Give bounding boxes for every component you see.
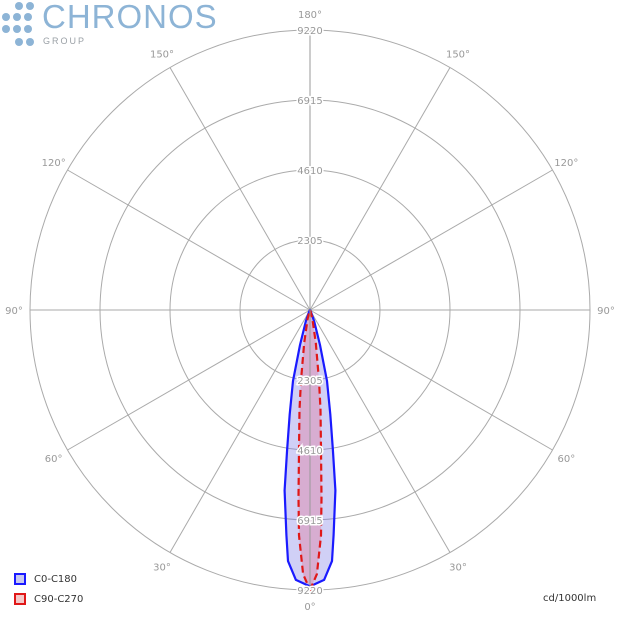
radial-tick-label: 2305 <box>297 236 322 247</box>
angle-tick-label: 120° <box>554 158 578 169</box>
radial-tick-label: 4610 <box>297 446 322 457</box>
angle-tick-label: 0° <box>304 602 315 613</box>
logo-dots-icon <box>2 2 34 46</box>
radial-tick-label: 6915 <box>297 96 322 107</box>
legend-label-c0: C0-C180 <box>34 573 78 585</box>
units-label: cd/1000lm <box>543 593 597 604</box>
radial-tick-label: 4610 <box>297 166 322 177</box>
legend: C0-C180 C90-C270 <box>14 569 83 609</box>
angle-tick-label: 60° <box>45 454 63 465</box>
legend-label-c90: C90-C270 <box>34 593 84 605</box>
angle-tick-label: 30° <box>153 562 171 573</box>
legend-swatch-c0 <box>14 573 26 585</box>
radial-tick-label: 6915 <box>297 516 322 527</box>
angle-tick-label: 90° <box>597 306 615 317</box>
angle-tick-label: 90° <box>5 306 23 317</box>
chronos-logo: CHRONOS GROUP <box>0 0 260 50</box>
radial-tick-label: 9220 <box>297 586 322 597</box>
logo-sub: GROUP <box>43 36 87 46</box>
legend-swatch-c90 <box>14 593 26 605</box>
legend-item-c90: C90-C270 <box>14 589 83 609</box>
radial-tick-label: 9220 <box>297 26 322 37</box>
logo-name: CHRONOS <box>42 0 218 35</box>
angle-tick-label: 60° <box>557 454 575 465</box>
series-line-1 <box>297 308 323 592</box>
angle-tick-label: 120° <box>42 158 66 169</box>
angle-tick-label: 150° <box>150 50 174 61</box>
angle-tick-label: 150° <box>446 50 470 61</box>
radial-tick-label: 2305 <box>297 376 322 387</box>
legend-item-c0: C0-C180 <box>14 569 83 589</box>
angle-tick-label: 30° <box>449 562 467 573</box>
angle-tick-label: 180° <box>298 10 322 21</box>
